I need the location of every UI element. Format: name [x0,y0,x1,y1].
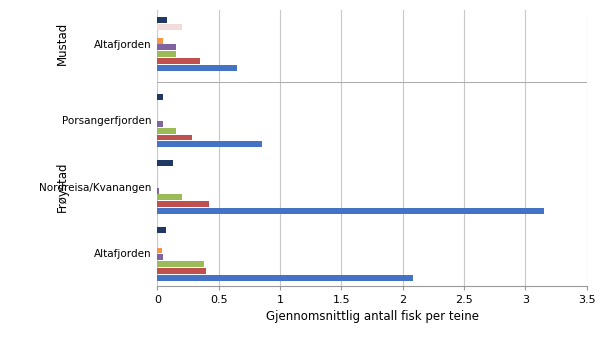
Bar [157,208,544,214]
Bar [157,201,209,207]
Bar [157,188,159,193]
Bar [157,227,166,233]
Bar [157,51,175,57]
Bar [157,275,413,280]
Bar [157,160,173,166]
Text: Mustad: Mustad [56,22,70,65]
Bar [157,141,261,147]
Bar [157,135,192,140]
X-axis label: Gjennomsnittlig antall fisk per teine: Gjennomsnittlig antall fisk per teine [266,310,479,323]
Bar [157,254,163,260]
Bar [157,24,182,30]
Bar [157,261,204,267]
Bar [157,194,182,200]
Bar [157,128,175,134]
Bar [157,37,163,44]
Bar [157,65,237,71]
Bar [157,248,162,254]
Bar [157,121,163,127]
Bar [157,58,200,64]
Bar [157,17,167,23]
Bar [157,268,206,274]
Text: Frøystad: Frøystad [56,162,70,212]
Bar [157,94,163,100]
Bar [157,44,175,50]
